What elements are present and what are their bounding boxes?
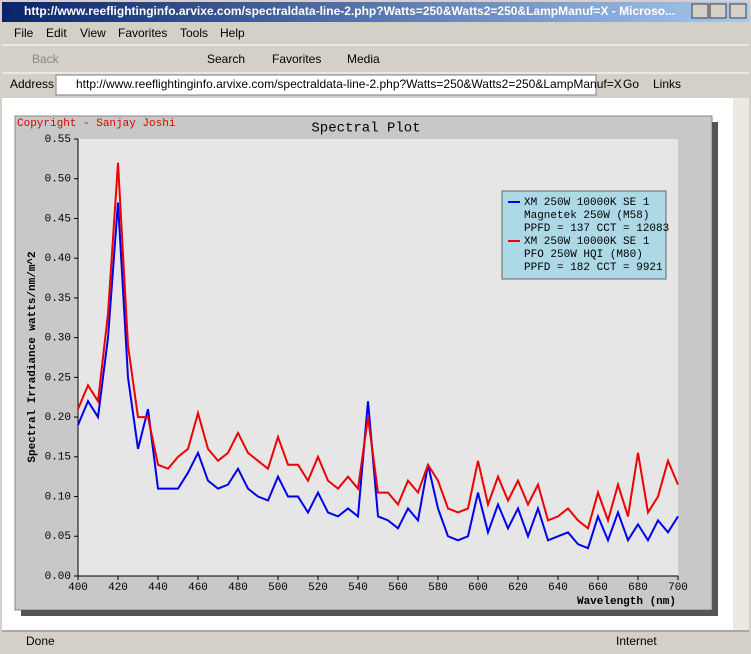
x-tick-label: 540 bbox=[348, 582, 368, 594]
legend-detail: PFO 250W HQI (M80) bbox=[524, 249, 643, 261]
x-tick-label: 580 bbox=[428, 582, 448, 594]
y-tick-label: 0.10 bbox=[45, 491, 71, 503]
x-tick-label: 520 bbox=[308, 582, 328, 594]
legend-box bbox=[501, 190, 667, 280]
close-button[interactable] bbox=[729, 3, 747, 19]
y-tick-label: 0.40 bbox=[45, 253, 71, 265]
x-tick-label: 700 bbox=[668, 582, 688, 594]
y-axis-label: Spectral Irradiance watts/nm/m^2 bbox=[27, 251, 39, 462]
legend-detail: PPFD = 182 CCT = 9921 bbox=[524, 262, 663, 274]
media-button[interactable]: Media bbox=[347, 52, 380, 66]
status-text: Done bbox=[26, 634, 55, 648]
x-tick-label: 620 bbox=[508, 582, 528, 594]
x-tick-label: 460 bbox=[188, 582, 208, 594]
favorites-button[interactable]: Favorites bbox=[272, 52, 321, 66]
x-tick-label: 400 bbox=[68, 582, 88, 594]
copyright: Copyright - Sanjay Joshi bbox=[17, 118, 176, 130]
menu-item[interactable]: Favorites bbox=[118, 26, 167, 40]
y-tick-label: 0.05 bbox=[45, 531, 71, 543]
legend-label: XM 250W 10000K SE 1 bbox=[524, 197, 650, 209]
chart-title: Spectral Plot bbox=[311, 121, 420, 137]
links-button[interactable]: Links bbox=[653, 77, 681, 91]
x-tick-label: 660 bbox=[588, 582, 608, 594]
y-tick-label: 0.35 bbox=[45, 293, 71, 305]
chart-shadow bbox=[712, 122, 718, 616]
go-button[interactable]: Go bbox=[623, 77, 639, 91]
x-tick-label: 600 bbox=[468, 582, 488, 594]
x-tick-label: 500 bbox=[268, 582, 288, 594]
x-tick-label: 440 bbox=[148, 582, 168, 594]
address-url[interactable]: http://www.reeflightinginfo.arvixe.com/s… bbox=[76, 77, 622, 91]
legend-label: XM 250W 10000K SE 1 bbox=[524, 236, 650, 248]
window-title: http://www.reeflightinginfo.arvixe.com/s… bbox=[24, 4, 675, 18]
maximize-button[interactable] bbox=[709, 3, 727, 19]
address-label: Address bbox=[10, 77, 54, 91]
x-tick-label: 480 bbox=[228, 582, 248, 594]
scrollbar[interactable] bbox=[733, 98, 749, 630]
search-button[interactable]: Search bbox=[207, 52, 245, 66]
legend-detail: Magnetek 250W (M58) bbox=[524, 210, 649, 222]
y-tick-label: 0.50 bbox=[45, 174, 71, 186]
menu-item[interactable]: Tools bbox=[180, 26, 208, 40]
menu-item[interactable]: File bbox=[14, 26, 34, 40]
y-tick-label: 0.30 bbox=[45, 333, 71, 345]
y-tick-label: 0.20 bbox=[45, 412, 71, 424]
y-tick-label: 0.25 bbox=[45, 372, 71, 384]
legend-detail: PPFD = 137 CCT = 12083 bbox=[524, 223, 669, 235]
security-zone: Internet bbox=[616, 634, 657, 648]
back-button[interactable]: Back bbox=[32, 52, 60, 66]
menu-item[interactable]: Help bbox=[220, 26, 245, 40]
x-tick-label: 640 bbox=[548, 582, 568, 594]
series-line bbox=[77, 162, 679, 531]
series-line bbox=[77, 202, 679, 550]
title-bar bbox=[2, 2, 749, 22]
minimize-button[interactable] bbox=[691, 3, 709, 19]
y-tick-label: 0.55 bbox=[45, 134, 71, 146]
x-tick-label: 420 bbox=[108, 582, 128, 594]
y-tick-label: 0.15 bbox=[45, 452, 71, 464]
address-field[interactable] bbox=[55, 74, 597, 96]
x-tick-label: 680 bbox=[628, 582, 648, 594]
menu-item[interactable]: View bbox=[80, 26, 106, 40]
chart-shadow bbox=[21, 610, 718, 616]
y-tick-label: 0.00 bbox=[45, 571, 71, 583]
y-tick-label: 0.45 bbox=[45, 213, 71, 225]
x-axis-label: Wavelength (nm) bbox=[577, 596, 676, 608]
x-tick-label: 560 bbox=[388, 582, 408, 594]
menu-item[interactable]: Edit bbox=[46, 26, 67, 40]
